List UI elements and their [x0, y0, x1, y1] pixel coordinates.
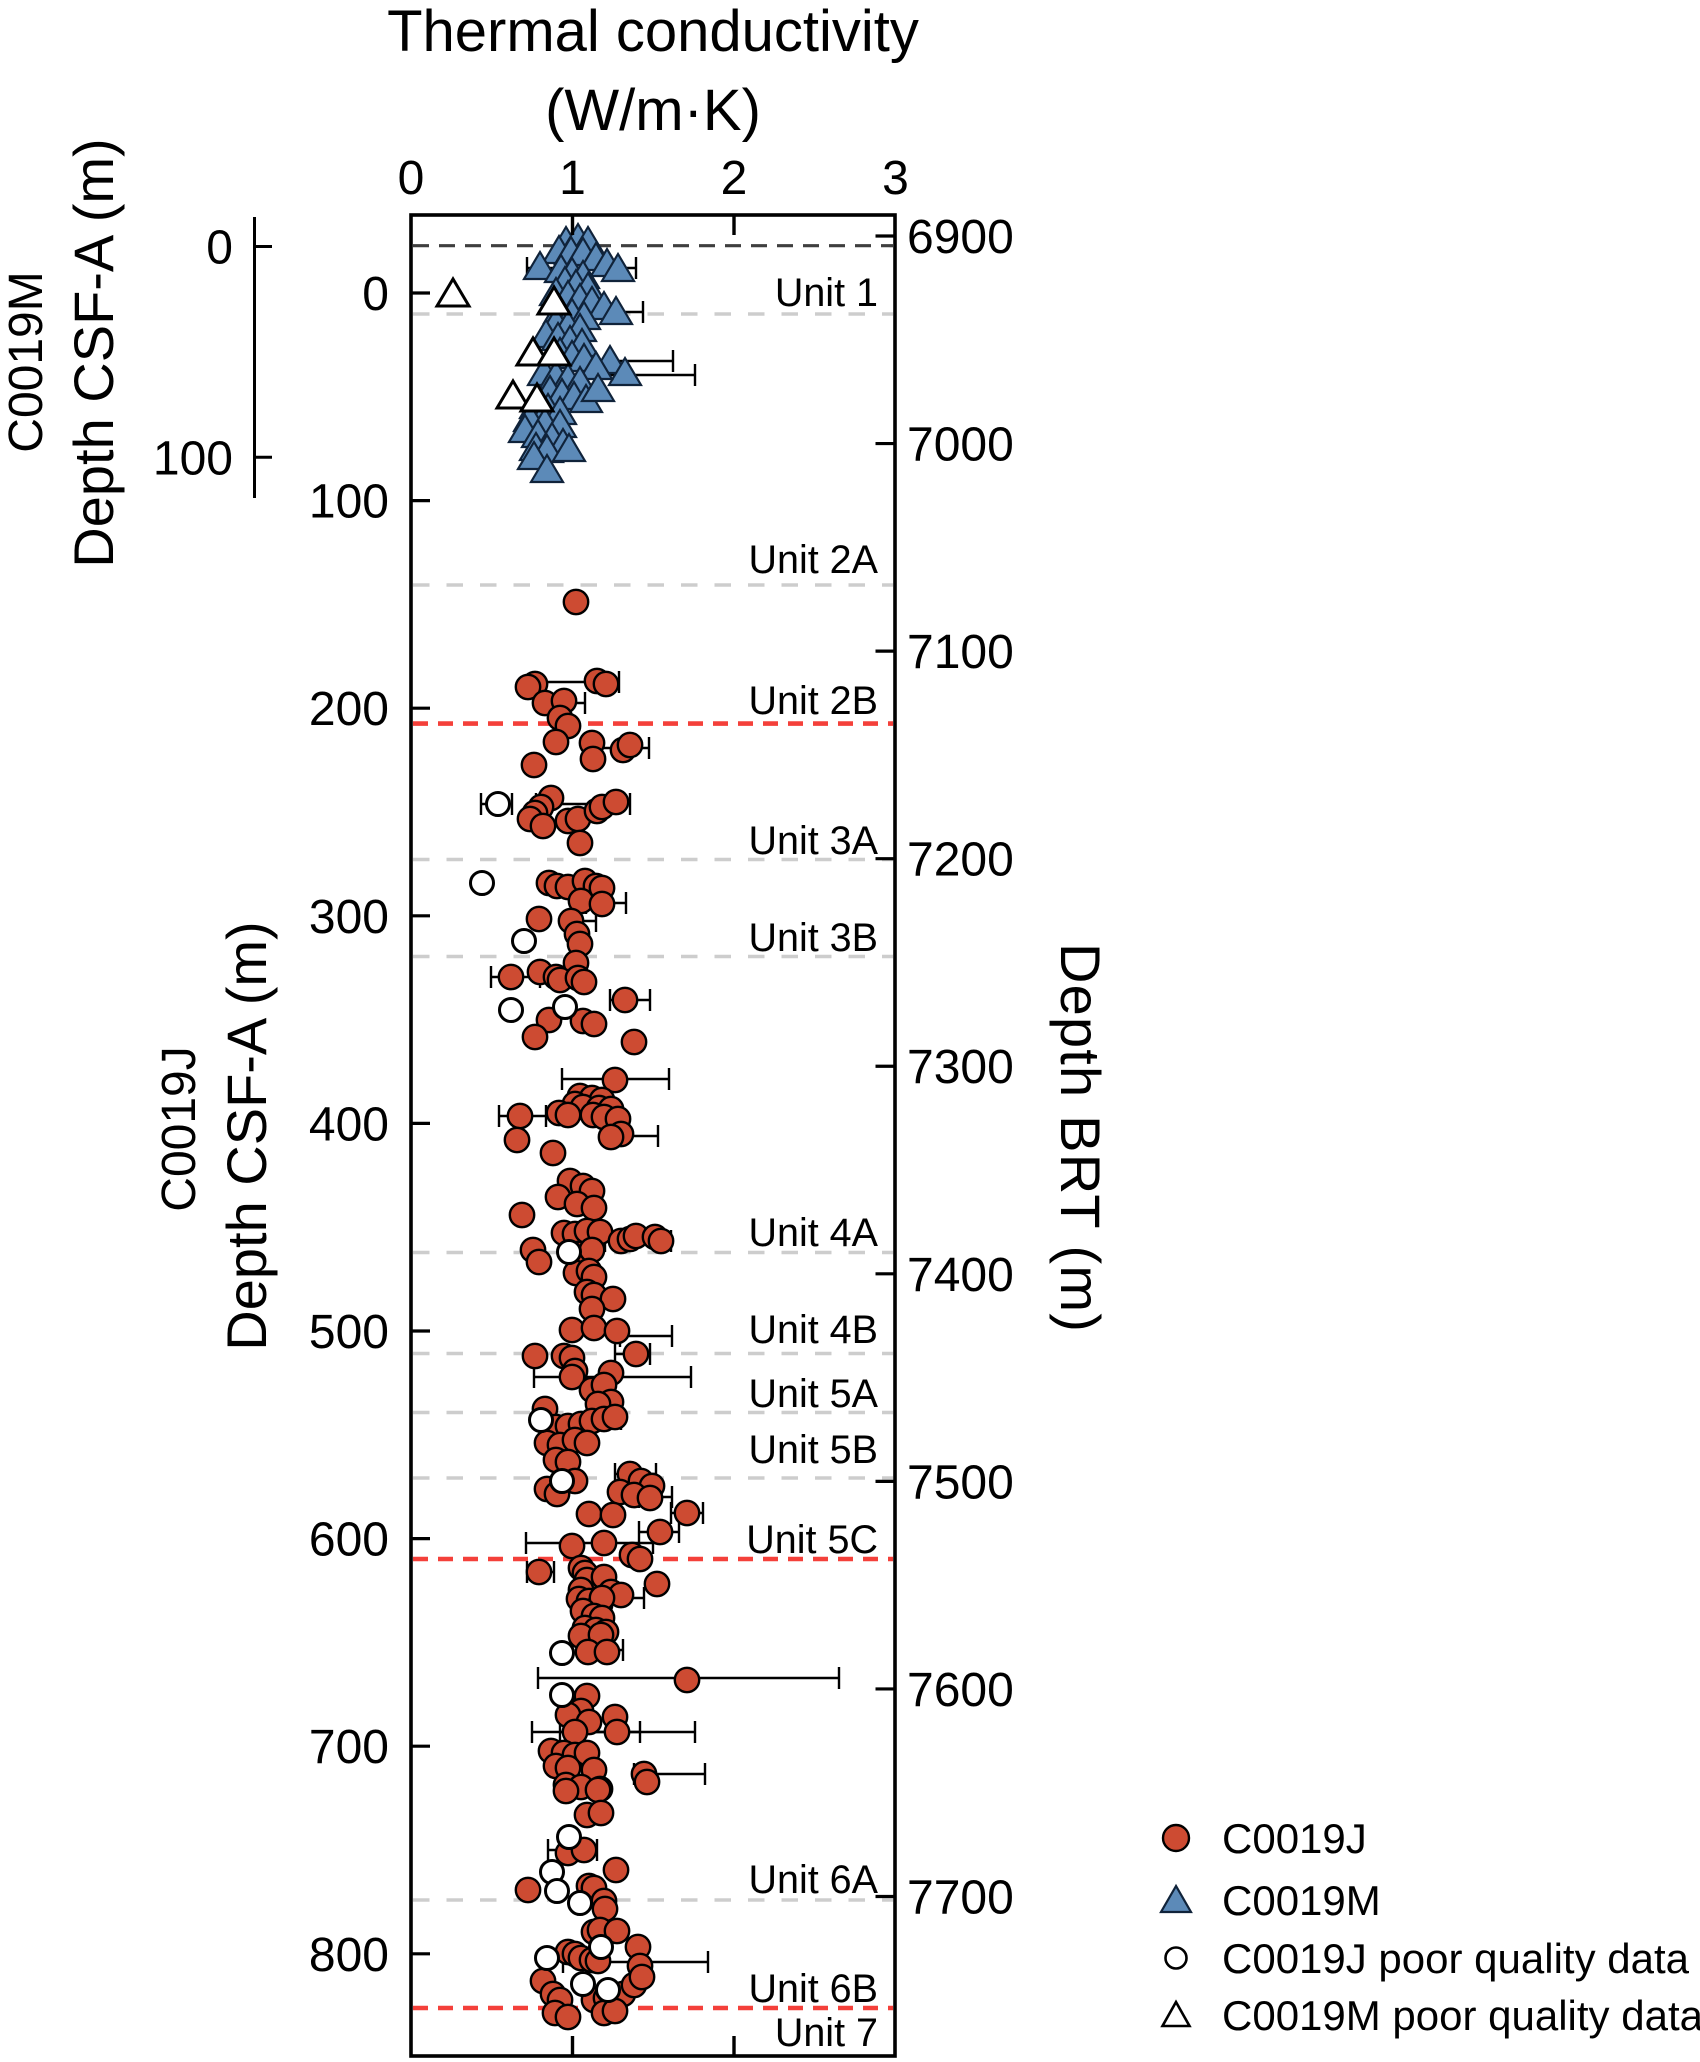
svg-text:(W/m·K): (W/m·K): [545, 78, 761, 143]
svg-text:Depth BRT (m): Depth BRT (m): [1049, 943, 1112, 1333]
svg-text:Unit 3B: Unit 3B: [748, 916, 878, 960]
svg-text:Unit 4A: Unit 4A: [748, 1211, 878, 1255]
svg-text:Unit 4B: Unit 4B: [748, 1308, 878, 1352]
svg-text:C0019J: C0019J: [1222, 1815, 1367, 1862]
svg-text:7300: 7300: [907, 1041, 1014, 1094]
svg-text:Depth CSF-A (m): Depth CSF-A (m): [62, 138, 125, 567]
svg-text:Unit 5A: Unit 5A: [748, 1372, 878, 1416]
svg-text:6900: 6900: [907, 211, 1014, 264]
svg-text:800: 800: [309, 1929, 389, 1982]
svg-text:C0019J: C0019J: [153, 1046, 206, 1211]
svg-text:C0019M poor quality data: C0019M poor quality data: [1222, 1992, 1700, 2039]
svg-text:200: 200: [309, 683, 389, 736]
svg-text:0: 0: [362, 268, 389, 321]
svg-text:7100: 7100: [907, 626, 1014, 679]
svg-text:1: 1: [559, 152, 586, 205]
svg-text:7000: 7000: [907, 419, 1014, 472]
svg-text:300: 300: [309, 891, 389, 944]
svg-text:7500: 7500: [907, 1456, 1014, 1509]
svg-text:100: 100: [153, 432, 233, 485]
svg-text:C0019J poor quality data: C0019J poor quality data: [1222, 1935, 1690, 1982]
svg-text:100: 100: [309, 476, 389, 529]
svg-text:Unit 5C: Unit 5C: [746, 1518, 878, 1562]
svg-text:Unit 2A: Unit 2A: [748, 538, 878, 582]
svg-text:3: 3: [882, 152, 909, 205]
svg-text:7600: 7600: [907, 1664, 1014, 1717]
svg-text:Unit 6A: Unit 6A: [748, 1858, 878, 1902]
svg-text:7700: 7700: [907, 1871, 1014, 1924]
svg-text:C0019M: C0019M: [0, 271, 53, 452]
svg-text:600: 600: [309, 1514, 389, 1567]
svg-text:700: 700: [309, 1721, 389, 1774]
svg-text:0: 0: [398, 152, 425, 205]
svg-text:Unit 3A: Unit 3A: [748, 819, 878, 863]
svg-text:2: 2: [721, 152, 748, 205]
svg-text:Unit 1: Unit 1: [775, 271, 878, 315]
svg-text:0: 0: [206, 222, 233, 275]
svg-text:Unit 2B: Unit 2B: [748, 679, 878, 723]
svg-text:500: 500: [309, 1306, 389, 1359]
svg-text:400: 400: [309, 1098, 389, 1151]
svg-text:Thermal conductivity: Thermal conductivity: [387, 0, 919, 64]
svg-text:7400: 7400: [907, 1249, 1014, 1302]
svg-text:Unit 5B: Unit 5B: [748, 1428, 878, 1472]
svg-text:Unit 7: Unit 7: [775, 2011, 878, 2055]
svg-text:Depth CSF-A (m): Depth CSF-A (m): [215, 921, 278, 1350]
svg-text:Unit 6B: Unit 6B: [748, 1967, 878, 2011]
svg-text:C0019M: C0019M: [1222, 1877, 1381, 1924]
svg-text:7200: 7200: [907, 834, 1014, 887]
